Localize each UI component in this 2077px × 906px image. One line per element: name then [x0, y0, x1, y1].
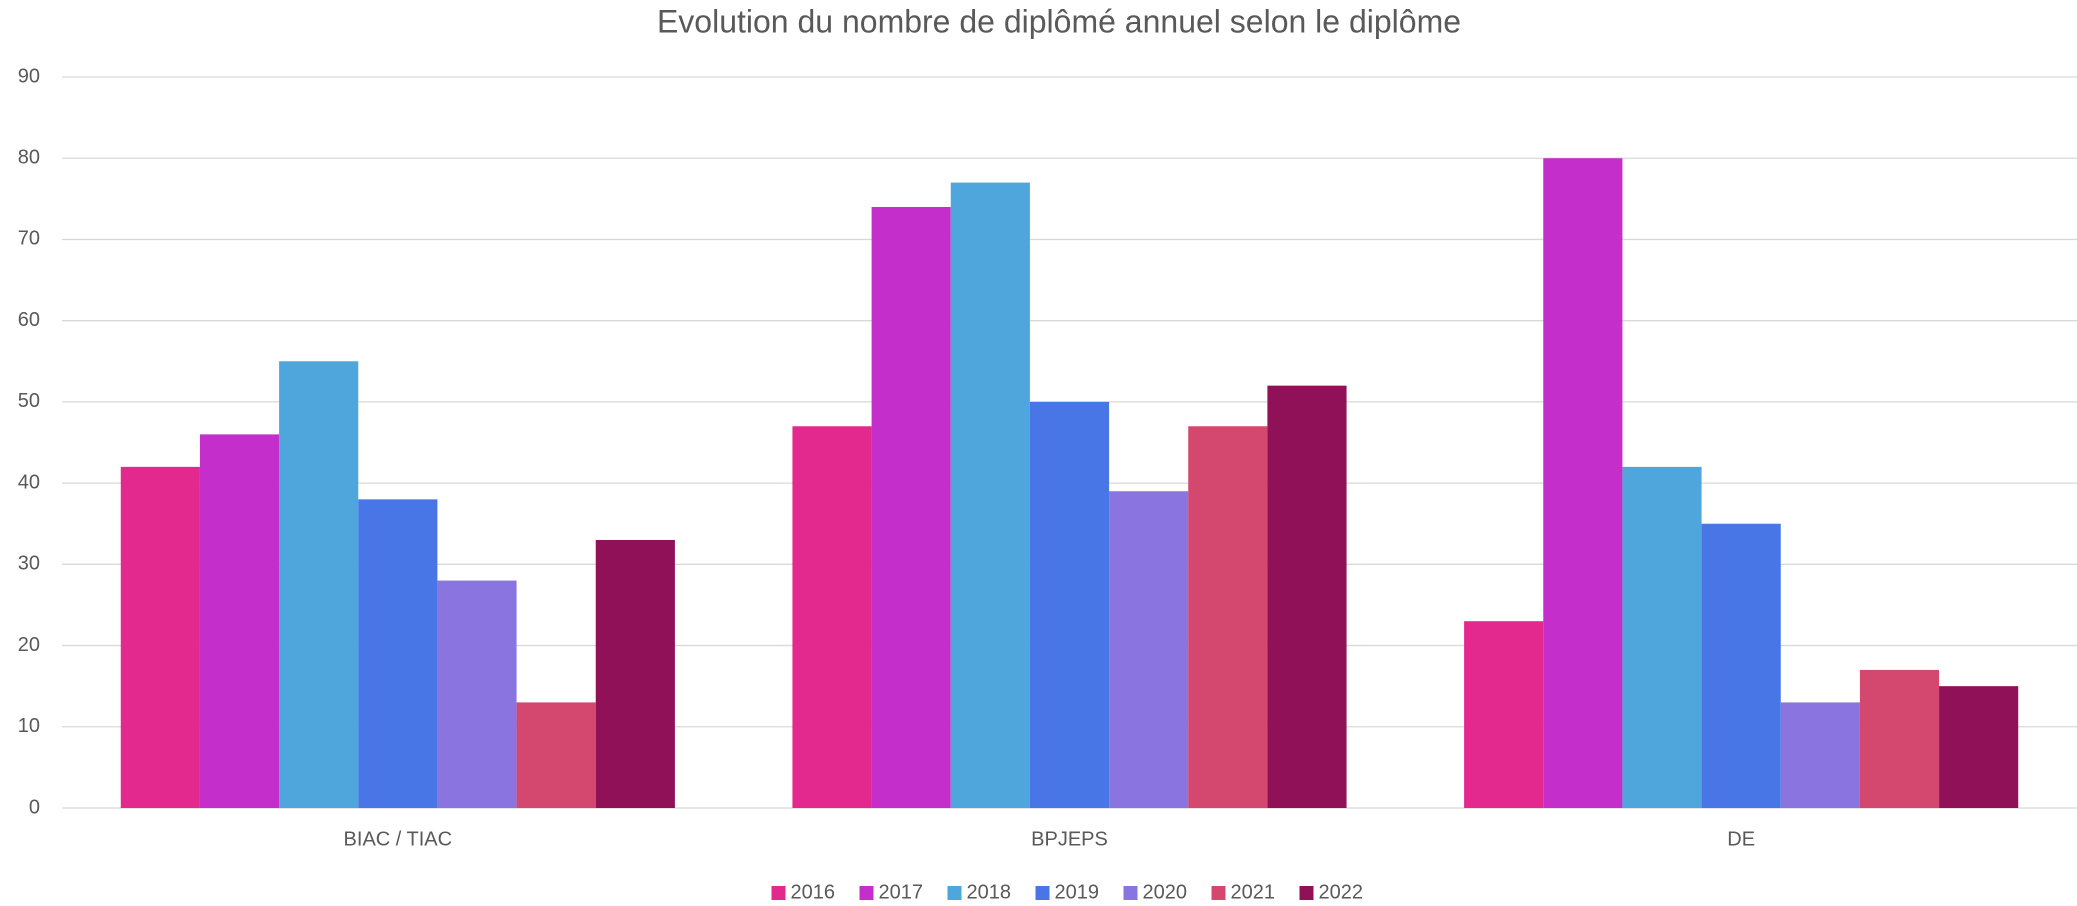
y-tick-label: 40: [18, 471, 40, 493]
legend-label: 2020: [1143, 881, 1188, 903]
bar: [199, 434, 280, 808]
bar: [1622, 466, 1702, 808]
bar: [1780, 702, 1860, 808]
legend-label: 2021: [1231, 881, 1276, 903]
bar: [358, 499, 438, 808]
legend-label: 2018: [967, 881, 1012, 903]
y-tick-label: 50: [18, 390, 40, 412]
bar: [1701, 523, 1781, 808]
y-tick-label: 90: [18, 65, 40, 87]
legend-swatch: [947, 886, 962, 900]
bar: [516, 702, 596, 808]
bar: [1267, 385, 1347, 808]
x-tick-label: BPJEPS: [1031, 828, 1108, 850]
y-tick-label: 60: [18, 309, 40, 331]
x-tick-label: DE: [1727, 828, 1755, 850]
legend-swatch: [771, 886, 786, 900]
bar: [1859, 669, 1940, 808]
legend-label: 2019: [1055, 881, 1100, 903]
bar: [792, 426, 872, 808]
bar: [950, 182, 1030, 809]
legend-label: 2016: [791, 881, 836, 903]
x-tick-label: BIAC / TIAC: [344, 828, 453, 850]
bar: [1029, 401, 1110, 808]
y-tick-label: 80: [18, 147, 40, 169]
legend-swatch: [1211, 886, 1226, 900]
bar: [595, 539, 675, 808]
bar: [1939, 686, 2019, 808]
bar: [120, 466, 200, 808]
legend-swatch: [859, 886, 874, 900]
bar: [1188, 426, 1268, 808]
legend-label: 2022: [1319, 881, 1364, 903]
bar: [1109, 491, 1189, 808]
y-tick-label: 20: [18, 634, 40, 656]
y-tick-label: 70: [18, 228, 40, 250]
bar: [279, 361, 359, 808]
y-tick-label: 10: [18, 715, 40, 737]
legend-swatch: [1123, 886, 1138, 900]
legend-swatch: [1035, 886, 1050, 900]
bar: [1464, 621, 1544, 808]
legend-label: 2017: [879, 881, 924, 903]
bar: [1543, 158, 1623, 808]
bar: [871, 206, 951, 808]
y-tick-label: 0: [29, 796, 40, 818]
y-tick-label: 30: [18, 553, 40, 575]
chart-title: Evolution du nombre de diplômé annuel se…: [657, 3, 1461, 39]
bar: [437, 580, 517, 808]
legend-swatch: [1299, 886, 1314, 900]
